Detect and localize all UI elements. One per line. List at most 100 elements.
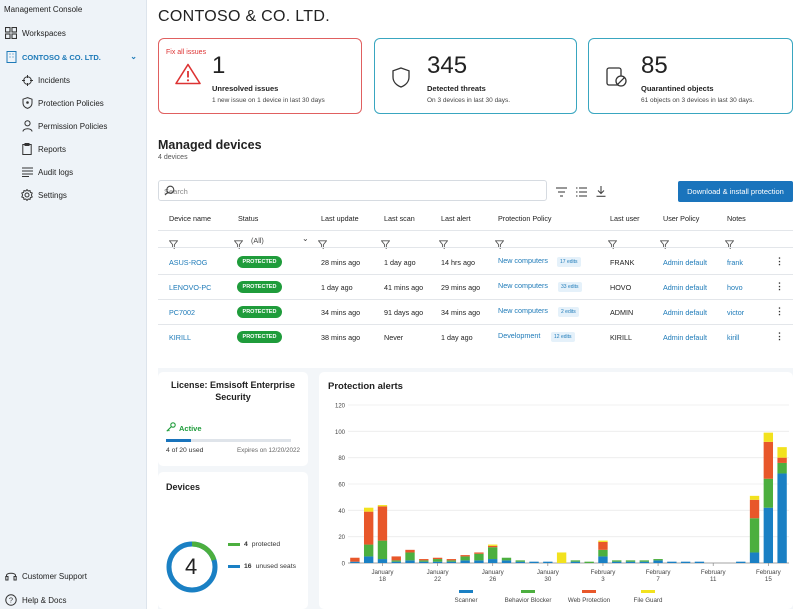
sidebar-item-workspaces[interactable]: Workspaces xyxy=(0,23,147,43)
col-notes[interactable]: Notes xyxy=(727,214,746,223)
y-tick-label: 100 xyxy=(335,430,346,436)
protection-policy-link[interactable]: New computers xyxy=(498,256,548,265)
protection-policy-link[interactable]: New computers xyxy=(498,281,548,290)
license-usage-fill xyxy=(166,439,191,442)
y-tick-label: 60 xyxy=(338,483,345,489)
filter-icon[interactable] xyxy=(556,184,567,202)
column-filter-icon[interactable] xyxy=(724,236,735,254)
user-policy-link[interactable]: Admin default xyxy=(663,308,707,317)
row-divider xyxy=(158,274,793,275)
x-tick-label: January 22 xyxy=(427,569,450,583)
more-options-icon[interactable]: ⋮ xyxy=(775,306,784,316)
bar-behavior-blocker xyxy=(501,557,512,561)
columns-icon[interactable] xyxy=(576,184,587,202)
issues-label: Unresolved issues xyxy=(212,84,279,93)
chevron-down-icon[interactable]: ⌄ xyxy=(302,234,309,243)
bar-file-guard xyxy=(377,505,388,507)
column-filter-icon[interactable] xyxy=(233,236,244,254)
building-icon xyxy=(0,51,22,63)
bar-scanner xyxy=(446,561,457,563)
column-filter-icon[interactable] xyxy=(168,236,179,254)
col-last-update[interactable]: Last update xyxy=(321,214,359,223)
issues-subtext: 1 new issue on 1 device in last 30 days xyxy=(212,97,325,104)
col-protection-policy[interactable]: Protection Policy xyxy=(498,214,552,223)
more-options-icon[interactable]: ⋮ xyxy=(775,331,784,341)
last-update: 34 mins ago xyxy=(321,308,361,317)
protection-policy-link[interactable]: Development xyxy=(498,331,541,340)
chevron-down-icon[interactable]: ⌄ xyxy=(130,52,137,61)
bar-scanner xyxy=(405,560,415,563)
bar-behavior-blocker xyxy=(432,559,443,562)
bar-web-protection xyxy=(598,541,608,550)
download-install-button[interactable]: Download & install protection xyxy=(678,181,793,202)
device-name-link[interactable]: KIRILL xyxy=(169,333,191,342)
license-status-text: Active xyxy=(179,423,202,433)
x-tick-label: February 15 xyxy=(756,569,782,583)
bar-behavior-blocker xyxy=(612,560,622,562)
column-filter-icon[interactable] xyxy=(438,236,449,254)
notes-link[interactable]: frank xyxy=(727,258,743,267)
bar-web-protection xyxy=(763,441,774,479)
column-filter-icon[interactable] xyxy=(494,236,505,254)
sidebar-item-support[interactable]: Customer Support xyxy=(0,566,147,586)
col-user-policy[interactable]: User Policy xyxy=(663,214,700,223)
legend-label: File Guard xyxy=(634,597,663,604)
col-last-alert[interactable]: Last alert xyxy=(441,214,471,223)
search-icon[interactable] xyxy=(164,185,541,198)
search-input[interactable]: Search xyxy=(158,180,547,201)
bar-scanner xyxy=(350,561,360,563)
sidebar-item-protection-policies[interactable]: Protection Policies xyxy=(0,93,147,113)
detected-threats-card[interactable]: 345 Detected threats On 3 devices in las… xyxy=(374,38,577,114)
sidebar-item-reports[interactable]: Reports xyxy=(0,139,147,159)
device-name-link[interactable]: ASUS-ROG xyxy=(169,258,208,267)
sidebar-item-org[interactable]: CONTOSO & CO. LTD. ⌄ xyxy=(0,47,147,67)
legend-protected: 4 protected xyxy=(228,541,280,548)
column-filter-icon[interactable] xyxy=(380,236,391,254)
bar-behavior-blocker xyxy=(515,560,525,562)
status-filter-select[interactable]: (All) xyxy=(251,236,264,245)
sidebar-item-label: Help & Docs xyxy=(22,595,67,605)
quarantined-objects-card[interactable]: 85 Quarantined objects 61 objects on 3 d… xyxy=(588,38,793,114)
license-used: 4 of 20 used xyxy=(166,447,204,454)
notes-link[interactable]: hovo xyxy=(727,283,743,292)
more-options-icon[interactable]: ⋮ xyxy=(775,281,784,291)
bar-behavior-blocker xyxy=(639,560,649,562)
col-status[interactable]: Status xyxy=(238,214,259,223)
device-name-link[interactable]: LENOVO-PC xyxy=(169,283,212,292)
sidebar-item-permission-policies[interactable]: Permission Policies xyxy=(0,116,147,136)
devices-donut xyxy=(166,541,218,593)
sidebar-item-label: Reports xyxy=(38,144,67,154)
sidebar-item-help[interactable]: ? Help & Docs xyxy=(0,590,147,609)
column-filter-icon[interactable] xyxy=(659,236,670,254)
fix-all-issues-link[interactable]: Fix all issues xyxy=(166,49,207,56)
more-options-icon[interactable]: ⋮ xyxy=(775,256,784,266)
column-filter-icon[interactable] xyxy=(317,236,328,254)
bar-web-protection xyxy=(474,552,484,554)
user-policy-link[interactable]: Admin default xyxy=(663,333,707,342)
col-device-name[interactable]: Device name xyxy=(169,214,211,223)
shield-icon xyxy=(16,97,38,109)
col-last-user[interactable]: Last user xyxy=(610,214,640,223)
sidebar-item-incidents[interactable]: Incidents xyxy=(0,70,147,90)
notes-link[interactable]: victor xyxy=(727,308,745,317)
status-badge: PROTECTED xyxy=(237,256,282,268)
legend-swatch xyxy=(521,590,535,593)
sidebar-item-audit-logs[interactable]: Audit logs xyxy=(0,162,147,182)
device-name-link[interactable]: PC7002 xyxy=(169,308,195,317)
protection-policy-link[interactable]: New computers xyxy=(498,306,548,315)
col-last-scan[interactable]: Last scan xyxy=(384,214,415,223)
sidebar-item-label: Workspaces xyxy=(22,28,66,38)
legend-label: Web Protection xyxy=(568,597,611,604)
legend-swatch xyxy=(641,590,655,593)
download-icon[interactable] xyxy=(596,184,606,202)
column-filter-icon[interactable] xyxy=(607,236,618,254)
bar-scanner xyxy=(598,556,608,563)
bar-scanner xyxy=(763,507,774,563)
threats-label: Detected threats xyxy=(427,84,486,93)
user-policy-link[interactable]: Admin default xyxy=(663,283,707,292)
sidebar-item-settings[interactable]: Settings xyxy=(0,185,147,205)
user-policy-link[interactable]: Admin default xyxy=(663,258,707,267)
unresolved-issues-card[interactable]: Fix all issues 1 Unresolved issues 1 new… xyxy=(158,38,362,114)
notes-link[interactable]: kirill xyxy=(727,333,740,342)
